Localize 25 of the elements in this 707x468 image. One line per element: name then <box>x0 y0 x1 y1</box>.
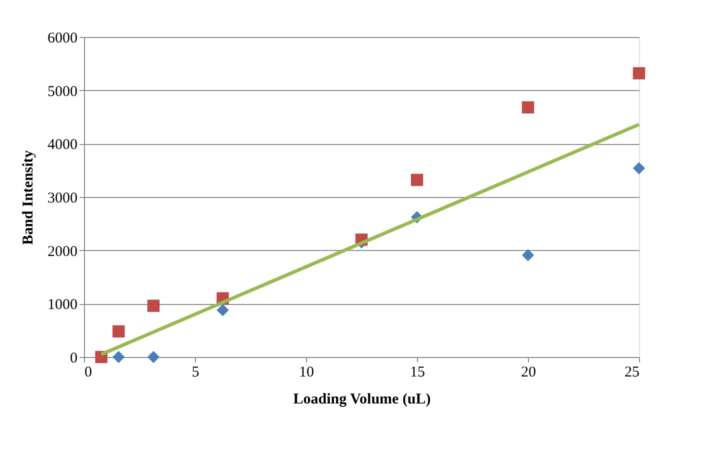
x-axis-title: Loading Volume (uL) <box>293 392 431 408</box>
y-axis-title: Band Intensity <box>20 150 36 245</box>
point <box>147 350 160 364</box>
y-tick-label: 4000 <box>48 137 78 154</box>
y-tick-label: 6000 <box>48 30 78 46</box>
y-tick-label: 3000 <box>48 190 78 206</box>
y-tick-label: 1000 <box>48 297 78 314</box>
point <box>632 67 646 80</box>
x-tick-label: 5 <box>192 364 200 380</box>
x-tick-label: 15 <box>410 364 425 380</box>
x-tick-label: 10 <box>299 364 314 380</box>
x-tick-label: 0 <box>84 364 92 380</box>
point <box>147 300 160 312</box>
point <box>522 101 534 114</box>
point <box>632 162 646 174</box>
x-tick-label: 25 <box>624 364 640 380</box>
point <box>410 174 424 186</box>
y-tick-label: 0 <box>70 350 78 366</box>
y-tick-label: 5000 <box>48 84 78 100</box>
point <box>112 350 125 364</box>
point <box>522 249 534 262</box>
point <box>216 304 229 316</box>
y-tick-label: 2000 <box>48 244 78 260</box>
point <box>112 325 125 338</box>
x-tick-label: 20 <box>521 364 536 380</box>
